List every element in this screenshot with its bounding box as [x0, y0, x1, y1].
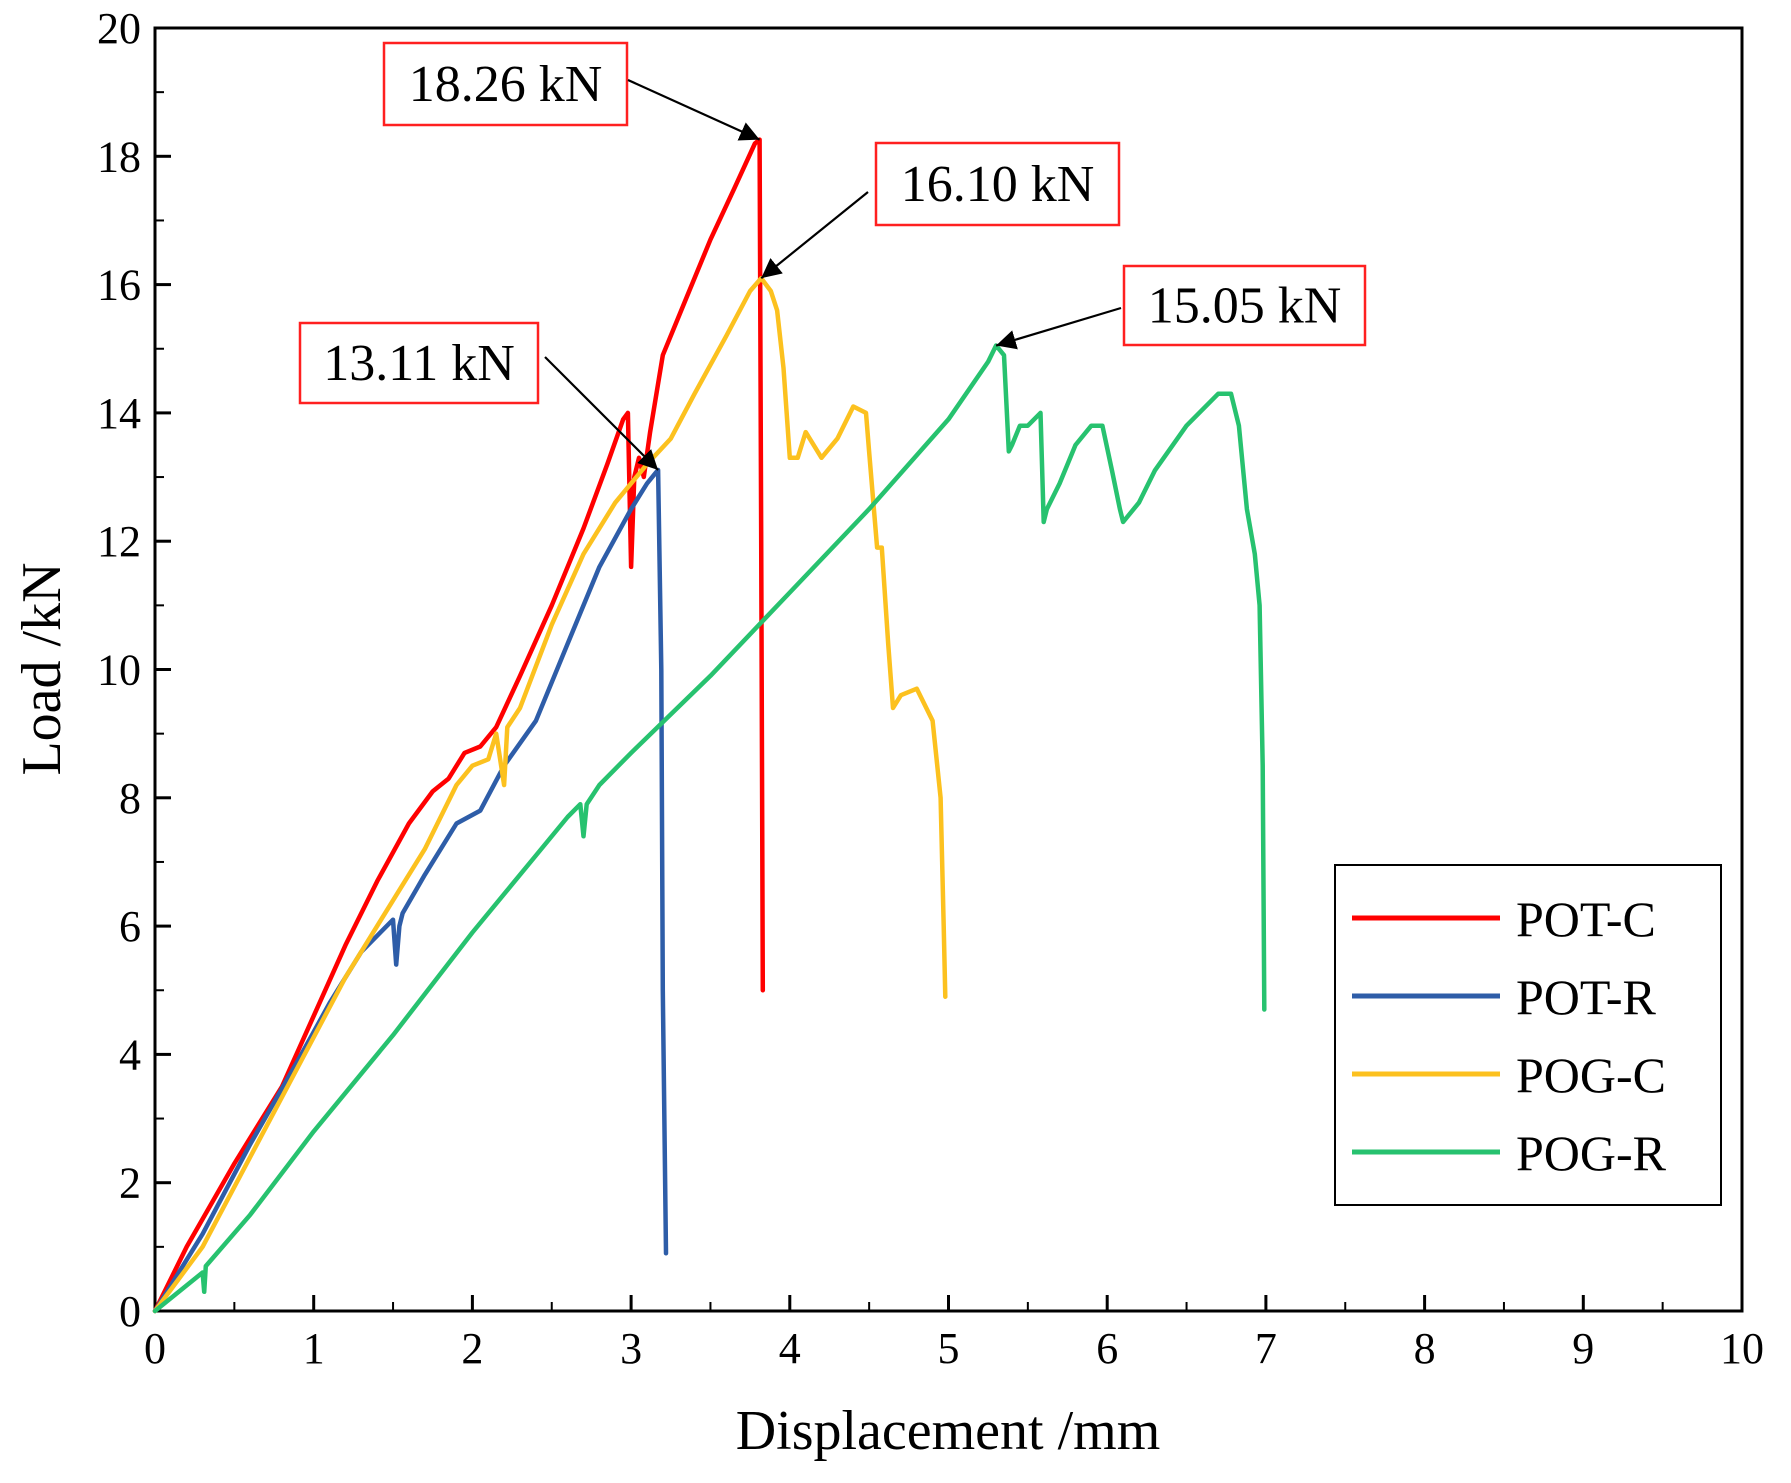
- x-axis-ticks: 0 1 2 3 4 5 6 7 8 9 10: [144, 1295, 1764, 1373]
- y-tick-label: 16: [97, 261, 141, 310]
- x-tick-label: 3: [620, 1324, 642, 1373]
- y-tick-label: 8: [119, 774, 141, 823]
- series-line-pog-c: [152, 275, 948, 1314]
- annotation-arrow: [760, 191, 869, 280]
- y-tick-label: 18: [97, 132, 141, 181]
- annotation-label: 16.10 kN: [901, 156, 1095, 213]
- series-line-pot-r: [152, 467, 669, 1314]
- annotation-box: [874, 141, 1121, 227]
- legend-items: POT-C POT-R POG-C POG-R: [1352, 891, 1667, 1181]
- annotation-box: [382, 41, 629, 127]
- annotation-box: [1122, 264, 1367, 347]
- x-axis-title: Displacement /mm: [736, 1400, 1161, 1462]
- y-tick-label: 4: [119, 1030, 141, 1079]
- x-tick-label: 4: [779, 1324, 801, 1373]
- annotation-arrow: [627, 78, 761, 141]
- legend-label: POT-C: [1516, 891, 1656, 947]
- legend-label: POG-C: [1516, 1047, 1666, 1103]
- x-tick-label: 5: [938, 1324, 960, 1373]
- series-line-pog-r: [152, 343, 1267, 1314]
- y-axis-title: Load /kN: [11, 562, 73, 775]
- annotation-arrow: [995, 306, 1122, 350]
- legend-label: POG-R: [1516, 1125, 1667, 1181]
- annotation-label: 18.26 kN: [409, 56, 603, 113]
- legend: POT-C POT-R POG-C POG-R: [1334, 864, 1722, 1206]
- annotation-arrow: [544, 356, 659, 471]
- y-tick-label: 2: [119, 1159, 141, 1208]
- peak-annotations: 18.26 kN 16.10 kN 15.05 kN 13.11 kN: [298, 41, 1367, 471]
- y-tick-label: 20: [97, 4, 141, 53]
- y-axis-ticks: 0 2 4 6 8 10 12 14 16 18 20: [97, 4, 171, 1336]
- x-tick-label: 7: [1255, 1324, 1277, 1373]
- annotation-box: [298, 321, 540, 405]
- y-tick-label: 6: [119, 902, 141, 951]
- x-tick-label: 0: [144, 1324, 166, 1373]
- legend-box: [1334, 864, 1722, 1206]
- x-tick-label: 9: [1572, 1324, 1594, 1373]
- series-lines: [152, 137, 1267, 1314]
- y-tick-label: 14: [97, 389, 141, 438]
- x-tick-label: 8: [1414, 1324, 1436, 1373]
- y-tick-label: 0: [119, 1287, 141, 1336]
- x-tick-label: 2: [461, 1324, 483, 1373]
- x-tick-label: 10: [1720, 1324, 1764, 1373]
- x-tick-label: 1: [303, 1324, 325, 1373]
- annotation-label: 13.11 kN: [323, 335, 515, 392]
- y-tick-label: 10: [97, 646, 141, 695]
- series-line-pot-c: [152, 137, 766, 1314]
- legend-label: POT-R: [1516, 969, 1657, 1025]
- annotation-label: 15.05 kN: [1148, 278, 1342, 335]
- x-tick-label: 6: [1096, 1324, 1118, 1373]
- y-tick-label: 12: [97, 517, 141, 566]
